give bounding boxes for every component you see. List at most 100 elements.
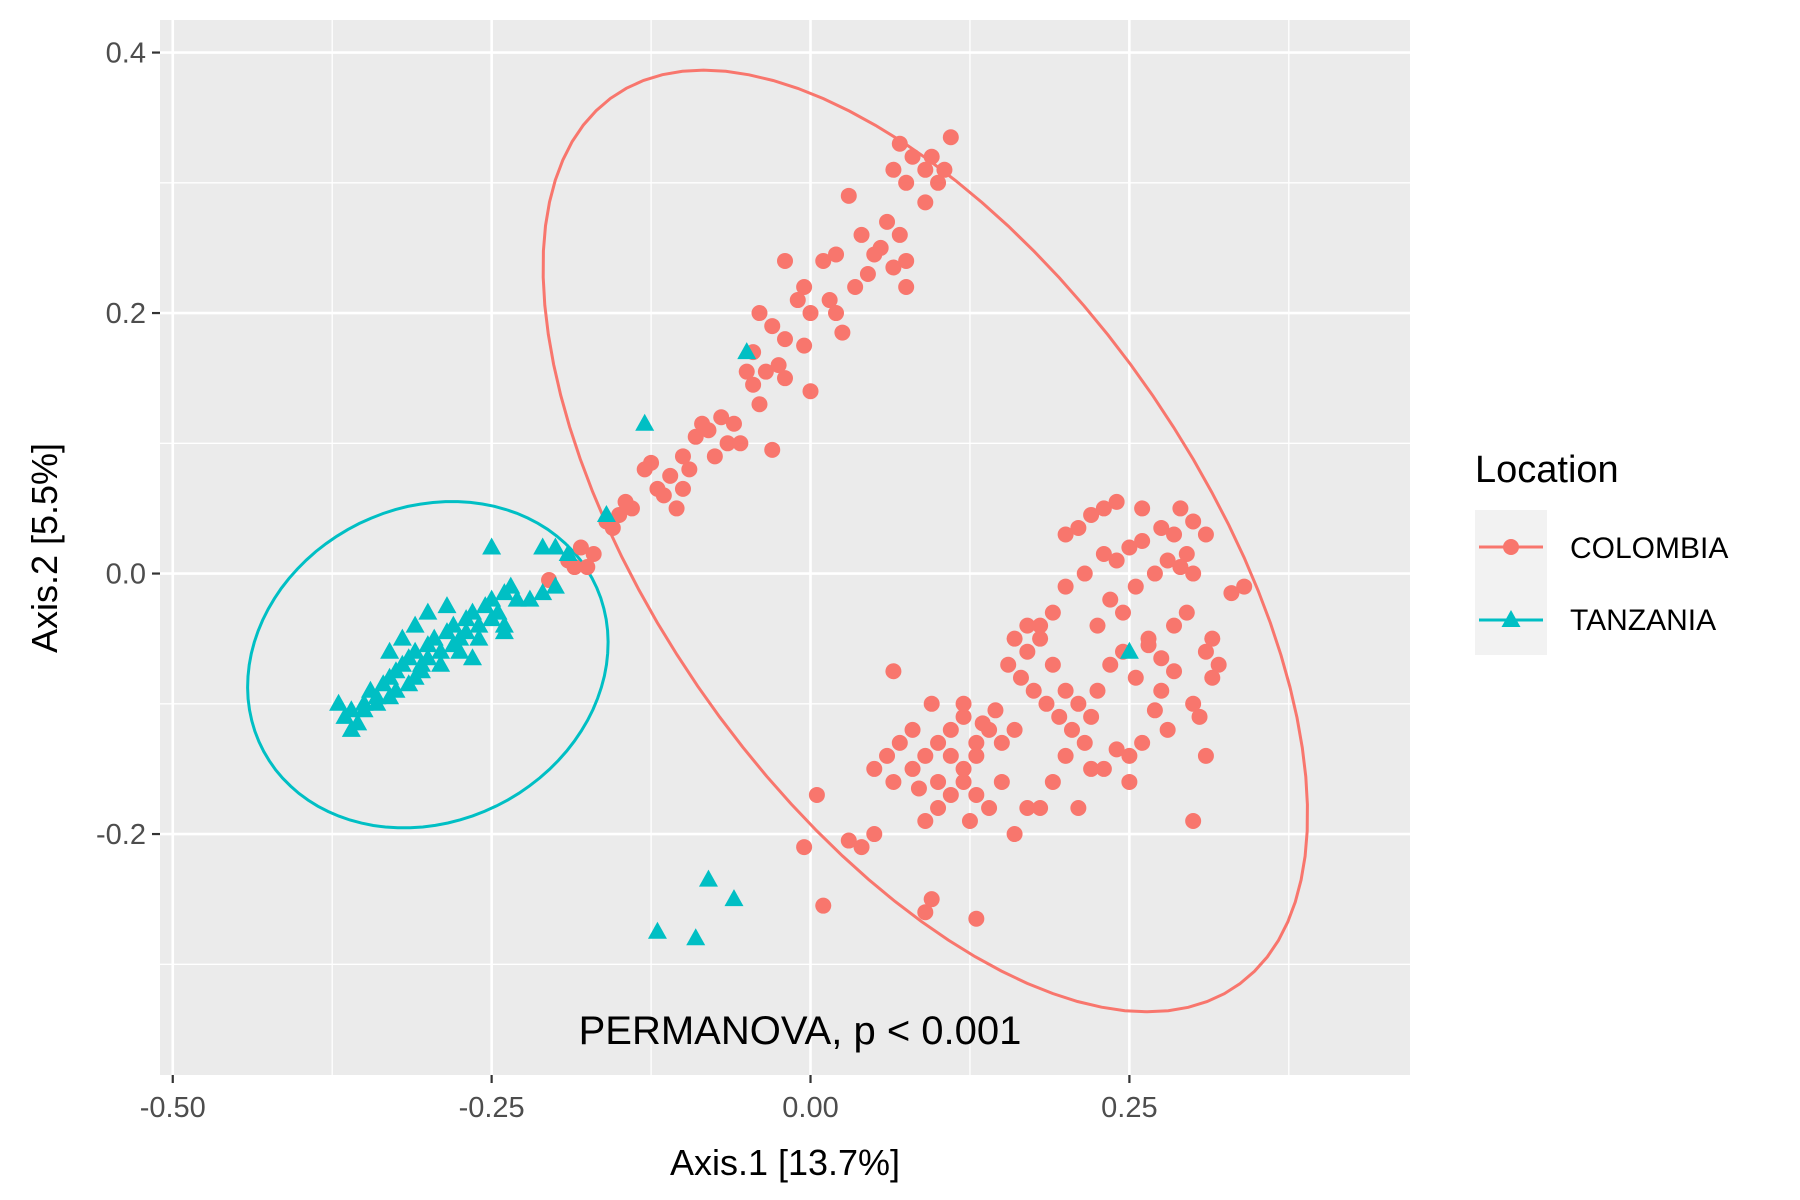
point-colombia: [777, 331, 793, 348]
point-colombia: [840, 832, 857, 849]
point-tanzania: [520, 589, 540, 607]
point-colombia: [1134, 734, 1151, 751]
point-tanzania: [341, 700, 361, 718]
point-colombia: [1197, 643, 1214, 660]
point-colombia: [1095, 546, 1112, 563]
point-colombia: [885, 663, 902, 680]
point-colombia: [1089, 617, 1106, 634]
ellipse-colombia: [541, 68, 1309, 1014]
point-colombia: [757, 363, 774, 380]
point-colombia: [579, 559, 596, 576]
panel-background: [160, 20, 1410, 1075]
point-colombia: [770, 357, 787, 374]
point-colombia: [942, 747, 959, 764]
point-colombia: [942, 129, 959, 146]
point-colombia: [904, 148, 921, 165]
point-colombia: [853, 226, 870, 243]
point-colombia: [808, 786, 825, 803]
legend-key-marker-tanzania: [1501, 610, 1521, 627]
point-colombia: [1185, 565, 1202, 582]
point-colombia: [993, 773, 1010, 790]
point-colombia: [828, 305, 845, 322]
point-tanzania: [463, 648, 482, 666]
point-colombia: [674, 448, 691, 465]
point-colombia: [866, 760, 883, 777]
point-colombia: [777, 370, 793, 387]
point-colombia: [1057, 526, 1074, 543]
point-colombia: [891, 135, 908, 152]
point-colombia: [955, 773, 972, 790]
point-colombia: [764, 318, 781, 335]
point-colombia: [1185, 813, 1202, 830]
point-colombia: [649, 480, 666, 497]
point-colombia: [961, 813, 978, 830]
point-tanzania: [482, 537, 502, 555]
point-colombia: [789, 292, 806, 309]
point-colombia: [942, 721, 959, 738]
legend-title: Location: [1475, 449, 1619, 491]
point-colombia: [1083, 708, 1100, 725]
point-colombia: [917, 161, 934, 178]
point-tanzania: [380, 641, 400, 659]
point-tanzania: [635, 413, 655, 431]
legend-label-colombia: COLOMBIA: [1570, 532, 1728, 565]
y-tick-label: 0.0: [106, 559, 146, 591]
point-colombia: [1063, 721, 1080, 738]
point-colombia: [930, 734, 947, 751]
point-colombia: [1019, 643, 1036, 660]
point-colombia: [1121, 747, 1138, 764]
legend-key-marker-colombia: [1503, 539, 1519, 555]
point-colombia: [987, 702, 1004, 719]
point-colombia: [566, 559, 583, 576]
point-colombia: [1044, 656, 1061, 673]
point-tanzania: [392, 628, 412, 646]
point-tanzania: [545, 537, 565, 555]
point-colombia: [1070, 519, 1087, 536]
point-colombia: [1102, 591, 1119, 608]
point-colombia: [1178, 604, 1195, 621]
point-colombia: [1153, 650, 1170, 667]
axes: -0.50 -0.25 0.00 0.25 -0.2 0.0 0.2 0.4: [96, 38, 1158, 1124]
point-colombia: [1032, 799, 1049, 816]
point-colombia: [828, 246, 845, 263]
point-colombia: [1204, 630, 1221, 647]
point-colombia: [777, 252, 793, 269]
point-colombia: [1185, 513, 1202, 530]
point-colombia: [815, 252, 832, 269]
point-colombia: [1121, 773, 1138, 790]
point-colombia: [968, 734, 985, 751]
point-tanzania: [443, 615, 463, 633]
point-tanzania: [724, 889, 744, 907]
point-colombia: [764, 441, 781, 458]
point-colombia: [1044, 604, 1061, 621]
point-colombia: [1210, 656, 1227, 673]
point-colombia: [885, 161, 902, 178]
point-colombia: [879, 747, 896, 764]
point-colombia: [1134, 500, 1151, 517]
point-colombia: [879, 213, 896, 230]
point-colombia: [1127, 578, 1144, 595]
legend-keys: [1479, 539, 1543, 627]
point-colombia: [1172, 559, 1189, 576]
permanova-annotation: PERMANOVA, p < 0.001: [579, 1009, 1022, 1053]
ellipses: [246, 68, 1309, 1014]
point-tanzania: [450, 641, 470, 659]
point-colombia: [993, 734, 1010, 751]
point-colombia: [751, 305, 768, 322]
point-colombia: [1204, 669, 1221, 686]
point-colombia: [802, 305, 819, 322]
point-colombia: [1172, 500, 1189, 517]
x-tick-label: -0.50: [140, 1092, 206, 1124]
point-colombia: [796, 337, 813, 354]
point-tanzania: [698, 869, 718, 887]
point-tanzania: [463, 602, 482, 620]
point-colombia: [1134, 532, 1151, 549]
point-colombia: [636, 461, 653, 478]
point-colombia: [1076, 734, 1093, 751]
point-colombia: [981, 799, 998, 816]
point-colombia: [1185, 695, 1202, 712]
point-tanzania: [482, 609, 502, 627]
point-colombia: [1108, 552, 1125, 569]
point-tanzania: [437, 596, 457, 614]
point-colombia: [662, 467, 679, 484]
